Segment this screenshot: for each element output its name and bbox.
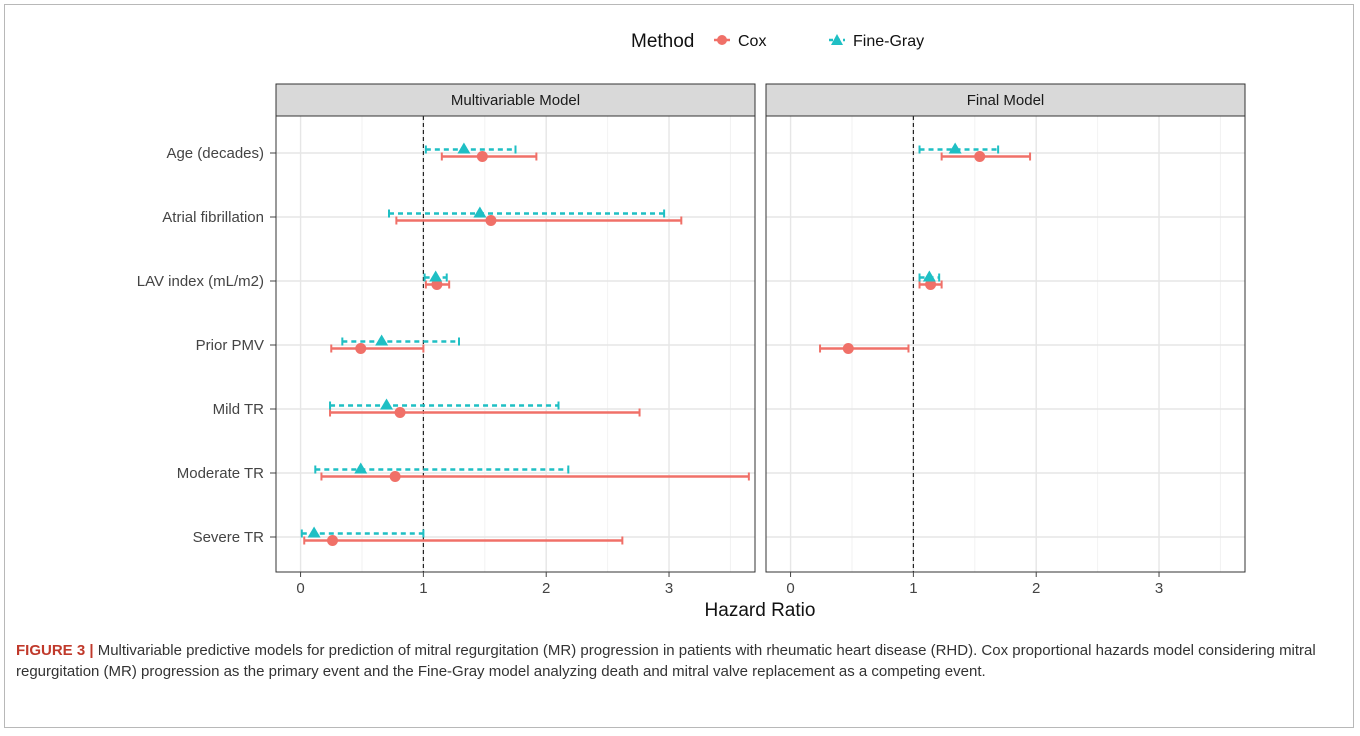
point-fine-gray [457,142,471,154]
point-cox [925,279,937,290]
point-fine-gray [473,206,487,218]
y-tick-label: Moderate TR [177,465,264,482]
forest-plot: Method Cox Fine-Gray Age (decades) Atrial fi… [137,31,1246,621]
x-tick-label: 3 [1155,580,1163,597]
x-tick-label: 3 [665,580,673,597]
panel-title: Final Model [967,92,1045,109]
y-tick-label: Atrial fibrillation [162,209,264,226]
point-cox [394,407,406,418]
panel-background [766,116,1245,572]
figure-caption: FIGURE 3 | Multivariable predictive mode… [16,640,1336,682]
panel-title: Multivariable Model [451,92,580,109]
point-cox [355,343,367,354]
y-tick-label: LAV index (mL/m2) [137,273,264,290]
point-cox [326,535,338,546]
x-tick-label: 0 [786,580,794,597]
legend-label-cox: Cox [738,33,766,50]
caption-label: FIGURE 3 | [16,642,94,659]
x-tick-label: 1 [909,580,917,597]
point-fine-gray [429,270,443,282]
legend-key-fine-gray [831,34,843,45]
panel-border [765,115,1246,573]
point-fine-gray [922,270,936,282]
point-cox [485,215,497,226]
legend-key-cox [717,35,727,45]
legend-title: Method [631,31,694,52]
panel-background [276,116,755,572]
x-tick-label: 2 [1032,580,1040,597]
y-tick-label: Prior PMV [196,337,264,354]
x-axis-title: Hazard Ratio [705,600,816,621]
x-tick-label: 1 [419,580,427,597]
legend-label-fine-gray: Fine-Gray [853,33,924,50]
panel-strip [765,83,1246,117]
point-cox [476,151,488,162]
x-tick-label: 2 [542,580,550,597]
point-cox [431,279,443,290]
y-tick-label: Mild TR [213,401,265,418]
x-tick-label: 0 [296,580,304,597]
point-fine-gray [948,142,962,154]
point-fine-gray [375,334,389,346]
panel-border [275,115,756,573]
point-fine-gray [307,526,321,538]
panel-strip [275,83,756,117]
y-tick-label: Severe TR [193,529,265,546]
point-cox [842,343,854,354]
y-tick-label: Age (decades) [166,145,264,162]
point-cox [389,471,401,482]
point-cox [974,151,986,162]
point-fine-gray [354,462,368,474]
caption-text: Multivariable predictive models for pred… [16,642,1316,680]
point-fine-gray [380,398,394,410]
